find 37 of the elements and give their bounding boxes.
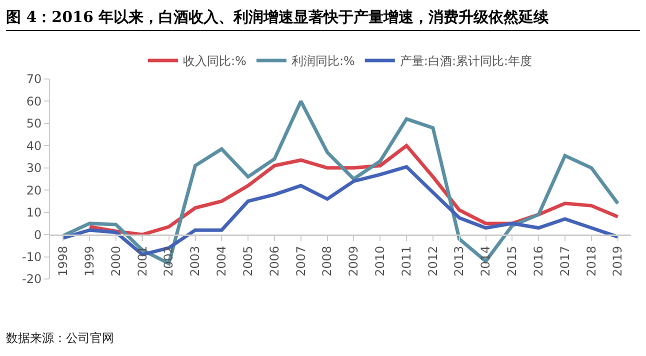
x-tick-label: 2008 — [320, 246, 334, 276]
x-tick-label: 2006 — [267, 246, 282, 276]
x-tick-label: 2001 — [135, 246, 150, 276]
x-tick-label: 2017 — [558, 246, 572, 276]
y-tick-label: -20 — [22, 272, 42, 286]
y-tick-label: 60 — [26, 94, 42, 108]
x-tick-label: 2014 — [478, 246, 493, 276]
x-tick-label: 1999 — [82, 246, 97, 276]
y-tick-label: 10 — [26, 206, 42, 220]
x-tick-label: 2000 — [108, 246, 123, 276]
source-note: 数据来源：公司官网 — [6, 330, 114, 347]
x-tick-label: 2011 — [399, 246, 414, 276]
y-tick-label: 0 — [34, 228, 42, 242]
legend-label: 利润同比:% — [291, 54, 355, 68]
x-tick-label: 2009 — [346, 246, 361, 276]
x-tick-label: 2005 — [240, 246, 255, 276]
y-tick-label: 70 — [26, 72, 42, 86]
x-tick-label: 2007 — [294, 246, 308, 276]
x-tick-label: 2013 — [452, 246, 466, 276]
y-tick-label: 50 — [26, 116, 42, 131]
x-tick-label: 2016 — [531, 246, 546, 276]
x-tick-label: 2012 — [426, 246, 440, 276]
chart-title: 图 4：2016 年以来，白酒收入、利润增速显著快于产量增速，消费升级依然延续 — [6, 8, 640, 31]
x-tick-label: 2019 — [610, 246, 625, 276]
x-tick-label: 2018 — [584, 246, 598, 276]
x-tick-label: 2002 — [162, 246, 176, 276]
x-tick-label: 2015 — [505, 246, 520, 276]
x-tick-label: 2003 — [188, 246, 202, 276]
y-tick-label: -10 — [22, 250, 42, 264]
x-tick-label: 1998 — [56, 246, 70, 276]
y-tick-label: 40 — [26, 138, 42, 153]
y-tick-label: 30 — [26, 161, 42, 176]
x-tick-label: 2004 — [214, 246, 229, 276]
legend-label: 收入同比:% — [183, 54, 246, 68]
legend-label: 产量:白酒:累计同比:年度 — [400, 54, 532, 68]
y-tick-label: 20 — [26, 183, 42, 198]
x-tick-label: 2010 — [373, 246, 388, 276]
